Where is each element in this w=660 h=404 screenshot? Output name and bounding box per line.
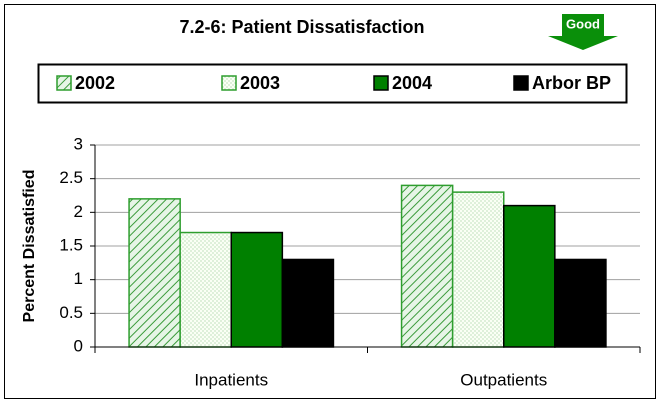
- chart-title: 7.2-6: Patient Dissatisfaction: [179, 17, 424, 37]
- bar: [230, 231, 284, 348]
- bar: [554, 258, 607, 348]
- bar: [503, 204, 556, 348]
- bar: [400, 184, 454, 348]
- y-tick-label: 0.5: [59, 303, 83, 322]
- y-tick-label: 2.5: [59, 168, 83, 187]
- legend-label: Arbor BP: [532, 73, 611, 93]
- legend-label: 2004: [392, 73, 432, 93]
- y-tick-label: 1: [74, 269, 83, 288]
- legend-swatch: [56, 75, 72, 91]
- legend-swatch: [373, 75, 389, 91]
- x-tick-label: Outpatients: [460, 370, 547, 389]
- y-tick-label: 0: [74, 336, 83, 355]
- bar: [281, 258, 335, 348]
- legend-label: 2002: [75, 73, 115, 93]
- legend-swatch: [513, 75, 529, 91]
- x-tick-label: Inpatients: [194, 370, 268, 389]
- y-tick-label: 2: [74, 202, 83, 221]
- bar: [128, 198, 181, 348]
- bar: [451, 191, 505, 348]
- y-axis-label: Percent Dissatisfied: [21, 170, 38, 323]
- y-tick-label: 3: [74, 134, 83, 153]
- bar: [179, 231, 232, 348]
- good-arrow: Good: [548, 14, 618, 50]
- legend-swatch: [221, 75, 237, 91]
- annotation: Good: [566, 16, 600, 31]
- y-tick-label: 1.5: [59, 235, 83, 254]
- legend-label: 2003: [240, 73, 280, 93]
